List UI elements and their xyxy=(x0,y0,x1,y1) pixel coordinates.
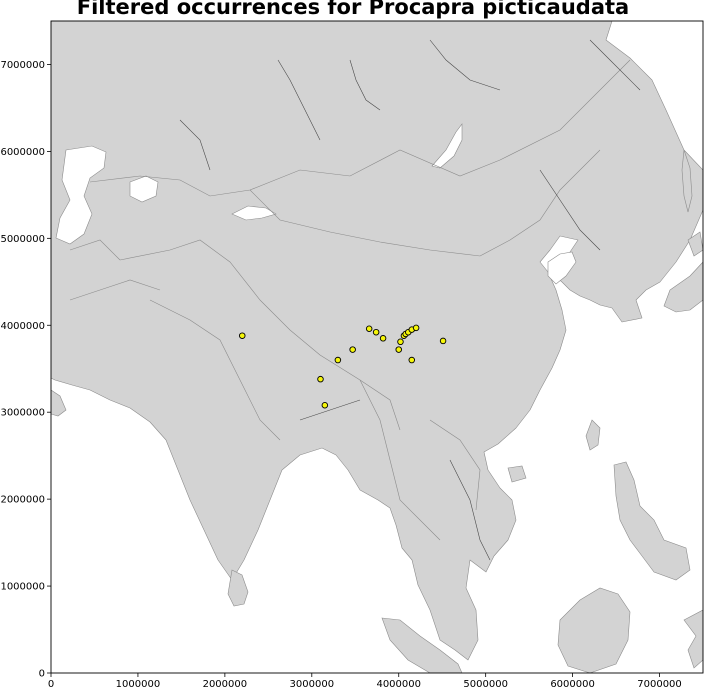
occurrence-point xyxy=(395,346,402,353)
occurrence-point xyxy=(372,328,380,336)
y-tick-label: 3000000 xyxy=(0,408,45,419)
rivers xyxy=(179,39,641,561)
x-axis: 0 1000000 2000000 3000000 4000000 5000000 6000… xyxy=(48,673,682,690)
aral-sea xyxy=(129,175,159,203)
occurrence-point xyxy=(379,335,387,342)
occurrence-point xyxy=(365,325,373,332)
japan xyxy=(663,261,703,313)
sulawesi-edge xyxy=(683,609,703,669)
x-tick-label: 0 xyxy=(48,679,54,690)
x-tick-label: 4000000 xyxy=(376,679,421,690)
country-borders xyxy=(69,59,631,541)
sumatra xyxy=(381,617,463,673)
hainan xyxy=(507,465,527,483)
y-tick-label: 6000000 xyxy=(0,147,45,158)
borneo xyxy=(557,587,631,673)
y-tick-label: 2000000 xyxy=(0,495,45,506)
x-tick-label: 3000000 xyxy=(290,679,335,690)
lake-balkhash xyxy=(231,205,277,221)
sri-lanka xyxy=(227,569,249,607)
occurrence-point xyxy=(349,346,356,353)
philippines xyxy=(613,461,691,581)
axes-frame xyxy=(50,20,704,674)
chart-title: Filtered occurrences for Procapra pictic… xyxy=(76,0,630,19)
y-axis: 0 1000000 2000000 3000000 4000000 5000000 6000… xyxy=(0,60,51,680)
occurrence-point xyxy=(397,338,404,346)
x-tick-label: 1000000 xyxy=(116,679,161,690)
occurrence-point xyxy=(334,356,342,364)
y-tick-label: 4000000 xyxy=(0,321,45,332)
occurrence-point xyxy=(412,324,420,332)
hokkaido xyxy=(687,231,703,257)
arabia-edge xyxy=(51,389,67,417)
y-tick-label: 1000000 xyxy=(0,582,45,593)
occurrence-point xyxy=(321,401,329,409)
x-tick-label: 2000000 xyxy=(203,679,248,690)
x-tick-label: 7000000 xyxy=(637,679,682,690)
lake-baikal xyxy=(431,123,463,169)
y-tick-label: 0 xyxy=(39,669,45,680)
x-tick-label: 6000000 xyxy=(550,679,595,690)
sakhalin xyxy=(681,149,693,213)
occurrence-point xyxy=(239,332,246,339)
occurrence-point xyxy=(408,356,416,364)
map-layer xyxy=(51,21,703,673)
bohai-sea xyxy=(547,251,577,285)
occurrence-point xyxy=(439,337,447,345)
caspian-sea xyxy=(55,145,107,245)
occurrence-points xyxy=(239,324,447,409)
y-tick-label: 5000000 xyxy=(0,234,45,245)
x-tick-label: 5000000 xyxy=(463,679,508,690)
occurrence-point xyxy=(317,375,324,383)
taiwan xyxy=(585,419,601,451)
y-tick-label: 7000000 xyxy=(0,60,45,71)
eurasia-landmass xyxy=(51,21,703,661)
